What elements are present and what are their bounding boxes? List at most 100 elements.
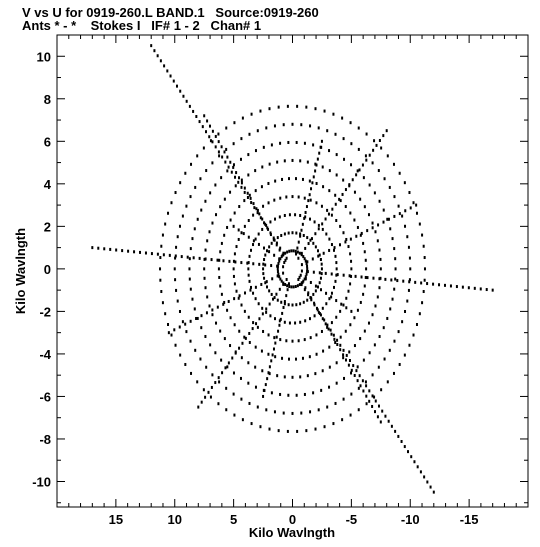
uv-point	[287, 140, 290, 144]
uv-point	[348, 350, 351, 354]
uv-point	[292, 285, 295, 289]
axis-tick-labels: 15 10 5 0 -5 -10 -15 10 8 6 4 2 0 -2 -4 -6 -8 -10	[32, 49, 478, 527]
uv-point	[257, 302, 260, 306]
uv-point	[208, 304, 211, 308]
uv-point	[254, 297, 257, 301]
uv-point	[366, 229, 369, 233]
uv-point	[378, 248, 381, 252]
uv-point	[270, 241, 273, 245]
uv-point	[323, 318, 326, 322]
uv-point	[422, 290, 425, 294]
uv-point	[246, 261, 249, 265]
uv-point	[248, 132, 251, 136]
uv-point	[330, 295, 333, 299]
uv-point	[260, 282, 263, 286]
uv-point	[211, 140, 214, 144]
uv-point	[223, 197, 226, 201]
uv-point	[350, 267, 353, 271]
uv-point	[313, 301, 316, 305]
uv-point	[304, 215, 307, 219]
uv-point	[336, 338, 339, 342]
uv-point	[291, 122, 294, 126]
uv-point	[287, 177, 290, 181]
uv-point	[329, 328, 332, 332]
uv-point	[443, 283, 446, 287]
uv-point	[312, 241, 315, 245]
uv-point	[335, 153, 338, 157]
y-axis-label: Kilo Wavlngth	[13, 228, 28, 314]
uv-point	[219, 205, 222, 209]
uv-point	[234, 350, 237, 354]
uv-point	[355, 234, 358, 238]
uv-point	[223, 233, 226, 237]
uv-point	[243, 224, 246, 228]
uv-point	[331, 207, 334, 211]
uv-point	[278, 259, 281, 263]
uv-point	[287, 393, 290, 397]
uv-point	[356, 379, 359, 383]
uv-point	[314, 107, 317, 111]
uv-point	[282, 411, 285, 415]
uv-point	[229, 160, 232, 164]
uv-point	[309, 280, 312, 284]
uv-point	[215, 213, 218, 217]
uv-point	[309, 198, 312, 202]
uv-point	[335, 173, 338, 177]
uv-point	[376, 239, 379, 243]
uv-point	[368, 183, 371, 187]
uv-point	[180, 255, 183, 259]
uv-point	[354, 274, 357, 278]
uv-point	[377, 169, 380, 173]
uv-point	[288, 213, 291, 217]
uv-point	[254, 189, 257, 193]
uv-point	[325, 291, 328, 295]
uv-point	[240, 303, 243, 307]
uv-point	[418, 312, 421, 316]
uv-point	[252, 262, 255, 266]
uv-point	[247, 173, 250, 177]
uv-point	[387, 217, 390, 221]
uv-point	[267, 333, 270, 337]
uv-point	[322, 185, 325, 189]
uv-point	[276, 236, 279, 240]
uv-point	[139, 250, 142, 254]
uv-point	[255, 207, 258, 211]
uv-point	[216, 258, 219, 262]
uv-point	[403, 353, 406, 357]
uv-point	[353, 218, 356, 222]
uv-point	[319, 313, 322, 317]
uv-point	[238, 205, 241, 209]
uv-point	[378, 334, 381, 338]
uv-point	[299, 375, 302, 379]
uv-point	[371, 226, 374, 230]
uv-point	[227, 165, 230, 169]
uv-point	[356, 169, 359, 173]
uv-point	[323, 109, 326, 113]
uv-point	[275, 243, 278, 247]
uv-point	[311, 257, 314, 261]
uv-point	[307, 199, 310, 203]
uv-point	[288, 249, 291, 253]
uv-point	[189, 319, 192, 323]
uv-point	[348, 274, 351, 278]
uv-point	[184, 362, 187, 366]
uv-point	[220, 176, 223, 180]
uv-point	[209, 395, 212, 399]
uv-point	[328, 248, 331, 252]
uv-points	[91, 44, 494, 494]
uv-point	[281, 177, 284, 181]
uv-point	[250, 285, 253, 289]
uv-point	[300, 228, 303, 232]
uv-point	[303, 288, 306, 292]
uv-point	[214, 145, 217, 149]
uv-point	[262, 145, 265, 149]
uv-point	[174, 256, 177, 260]
uv-point	[243, 309, 246, 313]
uv-point	[326, 129, 329, 133]
uv-point	[320, 145, 323, 149]
uv-point	[206, 119, 209, 123]
uv-point	[159, 278, 162, 282]
uv-point	[218, 154, 221, 158]
uv-point	[342, 231, 345, 235]
uv-point	[363, 284, 366, 288]
